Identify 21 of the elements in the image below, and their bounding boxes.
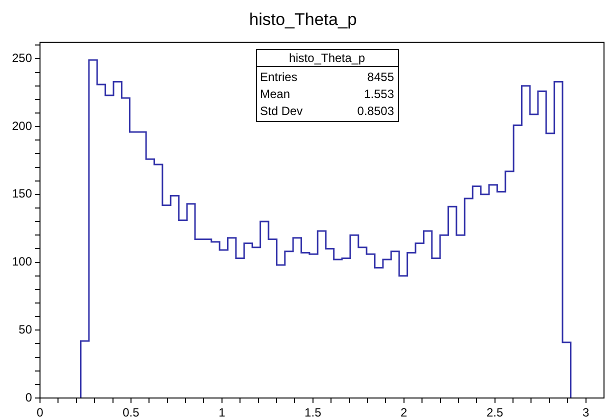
x-tick-label: 2.5 [486,406,504,418]
x-tick-label: 0 [36,406,44,418]
x-tick-label: 3 [582,406,590,418]
y-tick-label: 100 [12,254,32,269]
x-tick-label: 1.5 [304,406,322,418]
annotation: Mean [260,86,290,101]
annotation: histo_Theta_p [288,50,366,65]
y-tick-label: 0 [25,390,32,404]
annotation: Entries [260,70,298,84]
x-tick-label: 1 [218,406,226,418]
x-tick-label: 2 [400,406,408,418]
y-tick-label: 200 [12,118,32,133]
y-tick-label: 150 [12,186,32,201]
annotation: 1.553 [364,86,394,101]
annotation: 0.8503 [357,104,394,118]
chart-title: histo_Theta_p [249,10,357,29]
annotation: 8455 [367,70,394,84]
y-tick-label: 50 [18,322,32,336]
y-tick-label: 250 [12,51,32,65]
x-tick-label: 0.5 [122,406,140,418]
annotation: Std Dev [260,104,303,118]
